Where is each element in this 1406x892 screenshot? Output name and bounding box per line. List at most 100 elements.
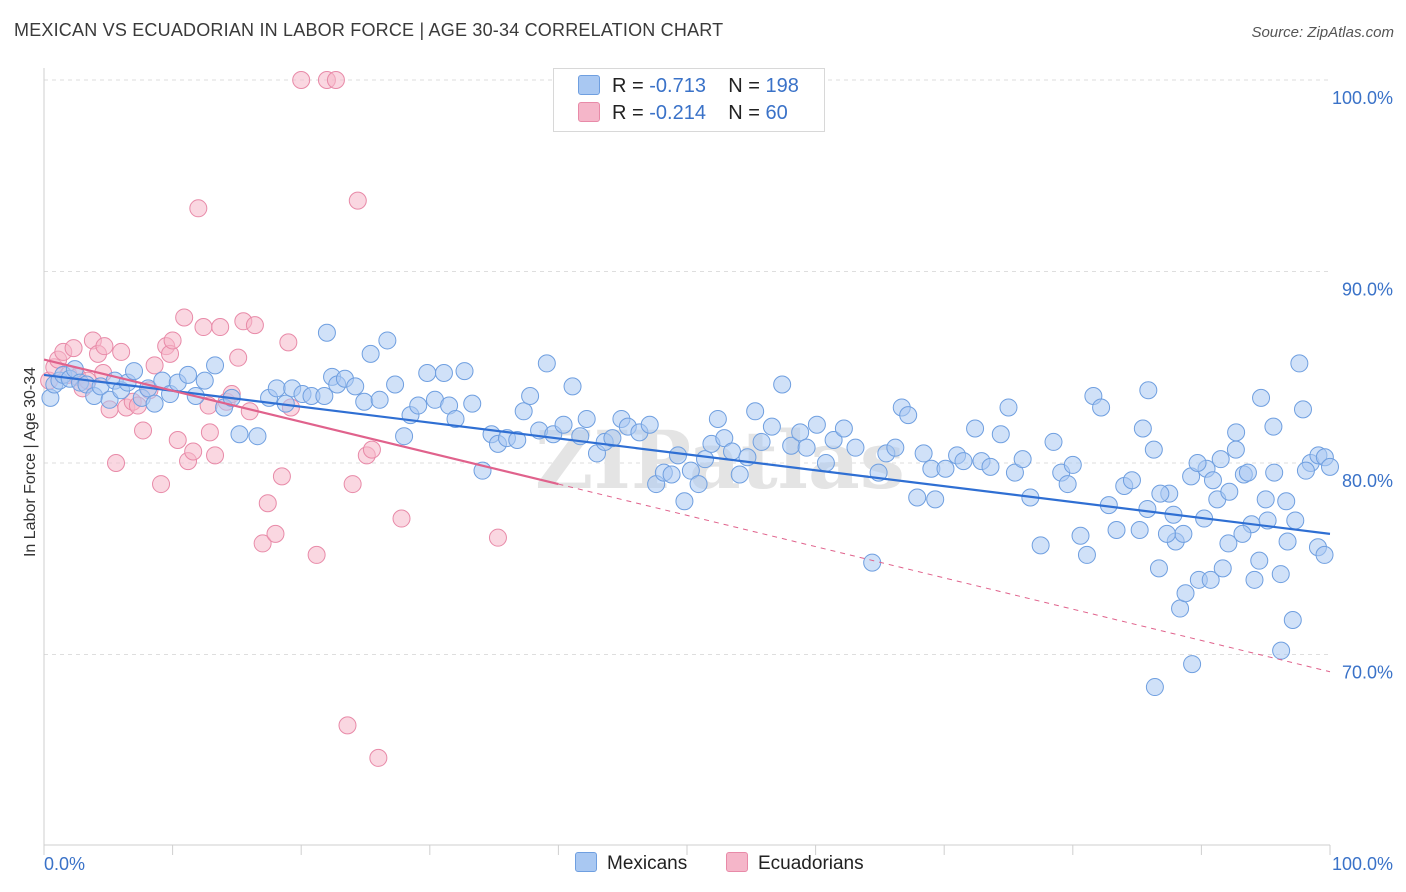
mexicans-point [1176,584,1195,603]
mexicans-point [886,438,905,457]
ecuadorians-point [112,342,131,361]
mexicans-point [378,331,397,350]
mexicans-point [816,454,835,472]
mexicans-point [1174,524,1193,543]
ecuadorians-point [145,356,164,375]
mexicans-point [1005,463,1024,482]
mexicans-point [689,475,708,494]
mexicans-point [1213,559,1232,578]
mexicans-point [926,490,945,509]
mexicans-point [1296,461,1315,480]
mexicans-point [1044,432,1063,451]
mexicans-point [824,431,843,450]
trend-lines [43,358,1331,673]
mexicans-point [1219,534,1238,553]
mexicans-point [1071,526,1090,545]
mexicans-point [1183,655,1202,674]
ecuadorians-point [64,339,83,358]
mexicans-point [936,459,955,478]
mexicans-point [1013,450,1032,469]
mexicans-point [991,425,1010,444]
legend-n-value: 198 [765,75,799,97]
mexicans-point [715,429,734,448]
mexicans-point [1077,545,1096,564]
mexicans-point [1278,532,1297,551]
mexicans-point [1252,388,1271,407]
mexicans-point [908,488,927,507]
legend-n-value: 60 [765,102,788,124]
mexicans-point [752,432,771,451]
mexicans-point [1272,641,1291,660]
ecuadorians-point [245,316,264,335]
mexicans-point [954,452,973,471]
mexicans-point [1058,475,1077,494]
mexicans-point [125,362,144,381]
mexicans-point [1315,545,1334,564]
mexicans-point [668,446,687,465]
mexicans-point [1293,400,1312,419]
ecuadorians-point [292,71,311,89]
ecuadorians-point [229,348,248,367]
ecuadorians-swatch [726,852,748,872]
mexicans-point [554,415,573,434]
mexicans-point [1031,536,1050,555]
ecuadorians-point [258,494,277,513]
mexicans-point [1277,492,1296,511]
mexicans-point [696,450,715,469]
ecuadorians-point [211,318,230,337]
mexicans-swatch [578,75,600,95]
mexicans-point [899,406,918,425]
mexicans-point [317,323,336,342]
ecuadorians-point [163,331,182,350]
ecuadorians-point [266,524,285,543]
mexicans-point [463,394,482,413]
ecuadorians-point [152,475,171,494]
mexicans-point [248,427,267,446]
legend-r-label: R = [612,102,644,124]
mexicans-point [797,438,816,457]
axes [43,68,1331,855]
mexicans-point [807,415,826,434]
mexicans-swatch [575,852,597,872]
mexicans-point [1321,457,1339,476]
mexicans-point [846,438,865,457]
mexicans-point [1233,524,1252,543]
mexicans-point [966,419,985,438]
bottom-legend-ecuadorians: Ecuadorians [726,852,864,875]
y-tick-label: 80.0% [1342,471,1393,491]
mexicans-point [1286,511,1305,530]
mexicans-point [1151,484,1170,503]
mexicans-point [1171,599,1190,618]
mexicans-point [315,386,334,405]
mexicans-point [1092,398,1111,417]
mexicans-point [1149,559,1168,578]
mexicans-point [1250,551,1269,570]
mexicans-point [1227,423,1246,442]
mexicans-point [1188,454,1207,472]
ecuadorians-point [362,440,381,459]
ecuadorians-point [107,454,126,472]
legend-n-label: N = [728,75,760,97]
mexicans-point [773,375,792,394]
ecuadorians-point [184,442,203,461]
y-axis-label: In Labor Force | Age 30-34 [22,367,39,557]
mexicans-point [1211,450,1230,469]
mexicans-point [521,386,540,405]
mexicans-point [1133,419,1152,438]
bottom-legend-mexicans: Mexicans [575,852,687,875]
mexicans-point [708,409,727,428]
mexicans-point [409,396,428,415]
ecuadorians-point [168,431,187,450]
mexicans-point [1256,490,1275,509]
mexicans-point [999,398,1018,417]
mexicans-point [195,371,214,390]
ecuadorians-point [206,446,225,465]
mexicans-point [455,362,474,381]
ecuadorians-points [40,71,507,767]
legend-r-label: R = [612,75,644,97]
mexicans-point [1138,499,1157,518]
mexicans-point [179,365,198,384]
mexicans-point [100,390,119,409]
ecuadorians-point [392,509,411,528]
